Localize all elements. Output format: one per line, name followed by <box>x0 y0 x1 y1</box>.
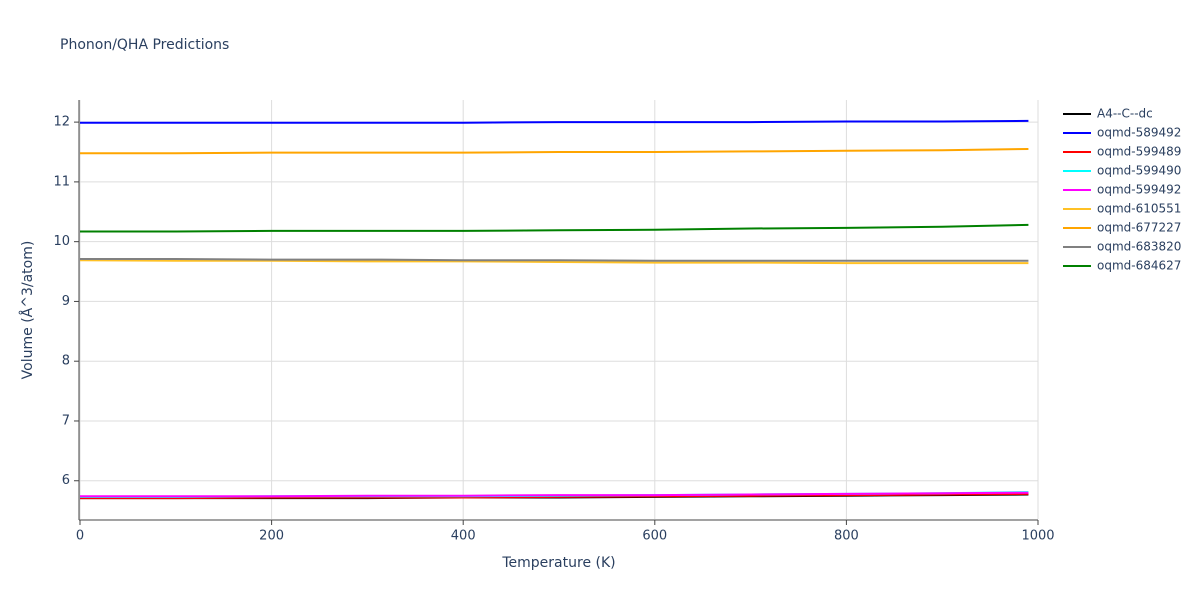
x-tick-label: 0 <box>76 529 84 544</box>
y-tick-label: 11 <box>53 174 70 189</box>
x-tick-label: 400 <box>451 529 476 544</box>
legend-label: oqmd-684627 <box>1097 259 1181 273</box>
x-axis-label: Temperature (K) <box>501 555 615 571</box>
series-line <box>80 257 1029 262</box>
y-tick-label: 10 <box>53 234 70 249</box>
lines <box>79 119 1029 500</box>
series-line <box>80 223 1029 233</box>
legend-label: oqmd-677227 <box>1097 221 1181 235</box>
legend-label: oqmd-589492 <box>1097 126 1181 140</box>
y-axis-label: Volume (Å^3/atom) <box>19 241 36 380</box>
legend-label: oqmd-599489 <box>1097 145 1181 159</box>
chart-title: Phonon/QHA Predictions <box>60 37 229 53</box>
legend-label: oqmd-683820 <box>1097 240 1181 254</box>
series-line <box>80 148 1029 155</box>
series-line <box>80 119 1029 124</box>
series-line <box>80 492 1029 500</box>
y-tick-label: 8 <box>62 354 70 369</box>
x-tick-label: 1000 <box>1021 529 1054 544</box>
y-tick-label: 7 <box>62 413 70 428</box>
legend-label: oqmd-599490 <box>1097 164 1181 178</box>
legend-label: oqmd-599492 <box>1097 183 1181 197</box>
series-line <box>80 491 1029 498</box>
legend: A4--C--dc oqmd-589492 oqmd-599489 oqmd-5994… <box>1063 107 1181 273</box>
y-tick-label: 6 <box>62 473 70 488</box>
x-tick-label: 600 <box>642 529 667 544</box>
series-line <box>79 259 1029 265</box>
x-tick-label: 800 <box>834 529 859 544</box>
y-tick-label: 12 <box>53 115 70 130</box>
legend-label: oqmd-610551 <box>1097 202 1181 216</box>
y-tick-label: 9 <box>62 294 70 309</box>
x-tick-label: 200 <box>259 529 284 544</box>
grid <box>74 100 1039 525</box>
legend-label: A4--C--dc <box>1097 107 1153 121</box>
